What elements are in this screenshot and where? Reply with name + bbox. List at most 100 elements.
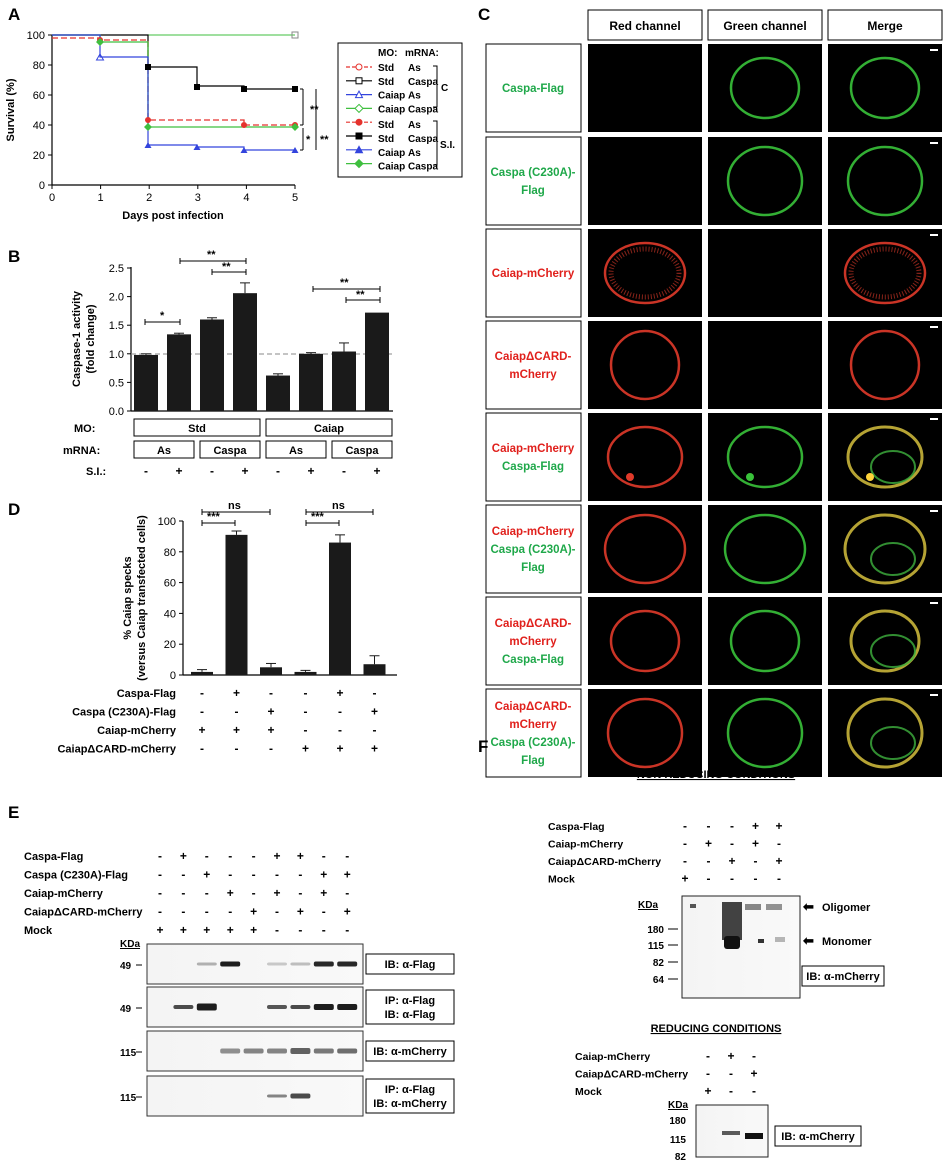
legend-mrna: Caspa	[408, 162, 438, 173]
f-nonred-sign: +	[775, 854, 782, 868]
panel-f-western-blot: NON REDUCING CONDITIONS Caspa-Flag - - - + + C…	[548, 769, 885, 1163]
d-sign: -	[304, 723, 308, 737]
d-bar	[329, 542, 351, 675]
e-ib-line1: IP: α-Flag	[385, 995, 435, 1007]
panel-label-b: B	[8, 247, 20, 266]
panel-b-mrna-4: Caspa	[345, 445, 379, 457]
e-ib-line1: IB: α-mCherry	[373, 1046, 447, 1058]
e-band	[173, 1005, 194, 1009]
e-blot-strip	[146, 1075, 364, 1117]
panel-a-survival-plot: 0 20 40 60 80 100 0 1 2 3 4 5 Survival (%) Days po…	[5, 30, 329, 222]
c-cell-outline-2	[870, 726, 916, 760]
d-sign: -	[235, 705, 239, 719]
legend-mrna: As	[408, 63, 421, 74]
col-header-merge: Merge	[867, 19, 903, 33]
e-sign: -	[345, 923, 349, 937]
panel-a-ylabel: Survival (%)	[5, 78, 17, 141]
legend-mrna-header: mRNA:	[405, 48, 439, 59]
f-nonred-mw: 180	[647, 925, 664, 936]
f-nonred-sign: -	[707, 854, 711, 868]
a-xtick-label: 4	[243, 192, 249, 204]
e-sign: -	[205, 905, 209, 919]
panel-b-mrna-label: mRNA:	[63, 445, 100, 457]
b-ytick-label: 0.0	[109, 406, 124, 418]
e-sign: -	[322, 905, 326, 919]
f-nonred-sign: -	[754, 854, 758, 868]
e-band	[290, 1005, 311, 1009]
f-red-sign: -	[706, 1067, 710, 1081]
a-xtick-label: 5	[292, 192, 298, 204]
e-sign: -	[298, 886, 302, 900]
f-nonred-sign: +	[775, 819, 782, 833]
b-bar	[134, 354, 158, 411]
f-nonred-sign: -	[683, 819, 687, 833]
legend-marker	[355, 118, 363, 126]
c-cell-outline	[606, 697, 684, 769]
c-row-label-text: CaiapΔCARD-	[495, 701, 572, 713]
d-sign: -	[269, 686, 273, 700]
c-micrograph	[708, 689, 822, 777]
b-bar	[233, 293, 257, 411]
e-sign: -	[298, 923, 302, 937]
panel-label-f: F	[478, 737, 488, 756]
e-sign: -	[252, 868, 256, 882]
c-row-label-text: CaiapΔCARD-	[495, 618, 572, 630]
f-nonred-mw: 64	[653, 975, 665, 986]
e-ib-box	[365, 953, 455, 975]
a-xtick-label: 0	[49, 192, 55, 204]
e-sign: +	[227, 886, 234, 900]
f-red-sign: -	[729, 1084, 733, 1098]
c-micrograph	[588, 505, 702, 593]
c-row-label-text: Caspa (C230A)-	[491, 737, 576, 749]
f-red-sign: -	[752, 1049, 756, 1063]
f-nonred-sign: +	[728, 854, 735, 868]
b-si-sign: -	[210, 464, 214, 478]
legend-mrna: As	[408, 91, 421, 102]
panel-d-ylabel-2: (versus Caiap transfected cells)	[136, 515, 148, 681]
f-red-sign: -	[729, 1067, 733, 1081]
c-micrograph	[708, 229, 822, 317]
sig-d-3: ***	[311, 511, 325, 523]
e-sign: -	[275, 923, 279, 937]
e-band	[196, 962, 217, 966]
d-bar	[191, 671, 213, 675]
a-xtick-label: 1	[98, 192, 104, 204]
panel-label-d: D	[8, 500, 20, 519]
label-oligomer: Oligomer	[822, 902, 871, 914]
c-cell-outline-2	[870, 634, 916, 668]
e-sign: -	[205, 886, 209, 900]
e-row-label: Mock	[24, 925, 53, 937]
c-cell-outline	[843, 241, 927, 305]
e-ib-line2: IB: α-Flag	[385, 1009, 436, 1021]
b-si-sign: +	[373, 464, 380, 478]
c-micrograph	[708, 505, 822, 593]
f-red-mw: 82	[675, 1152, 687, 1163]
e-band	[196, 1003, 217, 1011]
e-sign: +	[227, 923, 234, 937]
ib-label-f-2: IB: α-mCherry	[781, 1131, 855, 1143]
c-cell-outline	[729, 56, 801, 120]
c-micrograph	[588, 321, 702, 409]
panel-b-mrna-1: As	[157, 445, 171, 457]
e-row-label: Caspa-Flag	[24, 851, 83, 863]
c-micrograph	[708, 137, 822, 225]
e-sign: +	[273, 886, 280, 900]
sig-b-5: **	[356, 289, 365, 301]
panel-label-e: E	[8, 803, 19, 822]
f-nonred-sign: -	[730, 872, 734, 886]
legend-group-si: S.I.	[440, 140, 455, 151]
c-row-label-text: Caspa-Flag	[502, 654, 564, 666]
e-sign: -	[275, 868, 279, 882]
c-micrograph	[828, 505, 942, 593]
c-row-label-text: Caspa (C230A)-	[491, 544, 576, 556]
f-nonred-sign: -	[683, 854, 687, 868]
c-micrograph	[828, 689, 942, 777]
panel-a-xticks: 0 1 2 3 4 5	[49, 185, 298, 204]
f-nonred-row-label: Caiap-mCherry	[548, 839, 623, 851]
e-sign: -	[298, 868, 302, 882]
c-row-label-text: Caspa-Flag	[502, 83, 564, 95]
a-ytick-label: 100	[27, 30, 45, 42]
e-sign: -	[322, 923, 326, 937]
d-row-label: Caspa (C230A)-Flag	[72, 707, 176, 719]
d-row-label: Caspa-Flag	[117, 688, 176, 700]
